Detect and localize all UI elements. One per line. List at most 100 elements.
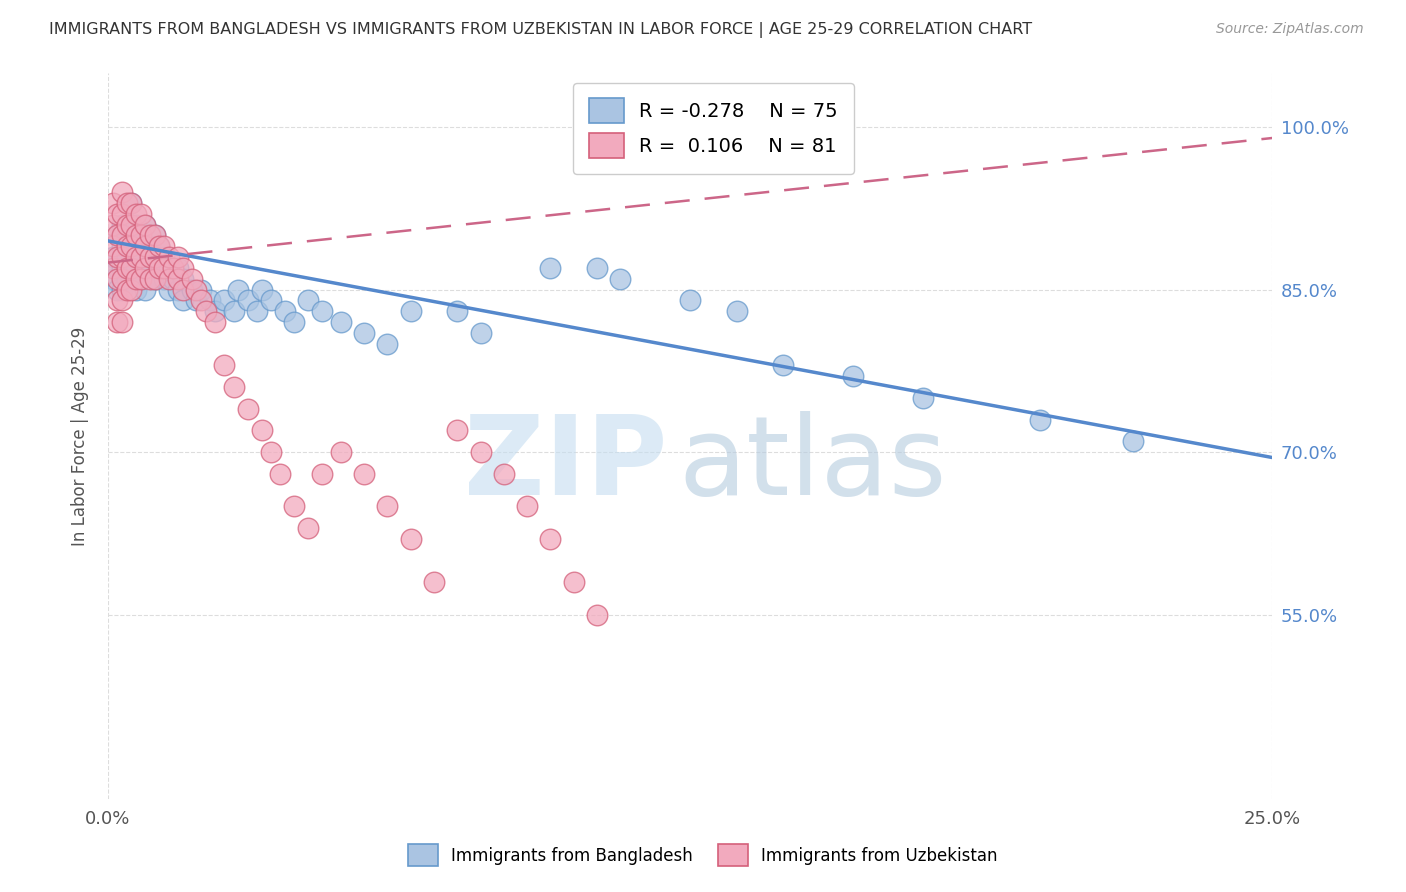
- Point: [134, 260, 156, 275]
- Point: [125, 250, 148, 264]
- Point: [269, 467, 291, 481]
- Point: [111, 315, 134, 329]
- Point: [283, 500, 305, 514]
- Point: [111, 185, 134, 199]
- Point: [120, 272, 142, 286]
- Point: [260, 293, 283, 308]
- Point: [134, 239, 156, 253]
- Point: [214, 293, 236, 308]
- Point: [157, 272, 180, 286]
- Point: [172, 260, 194, 275]
- Point: [143, 250, 166, 264]
- Point: [125, 283, 148, 297]
- Point: [399, 532, 422, 546]
- Point: [516, 500, 538, 514]
- Point: [125, 207, 148, 221]
- Point: [101, 218, 124, 232]
- Point: [311, 304, 333, 318]
- Point: [153, 260, 176, 275]
- Point: [115, 250, 138, 264]
- Point: [167, 250, 190, 264]
- Point: [842, 369, 865, 384]
- Text: Source: ZipAtlas.com: Source: ZipAtlas.com: [1216, 22, 1364, 37]
- Point: [105, 293, 128, 308]
- Point: [111, 207, 134, 221]
- Point: [423, 575, 446, 590]
- Point: [1122, 434, 1144, 449]
- Point: [679, 293, 702, 308]
- Point: [260, 445, 283, 459]
- Point: [120, 196, 142, 211]
- Point: [129, 207, 152, 221]
- Point: [129, 272, 152, 286]
- Point: [105, 315, 128, 329]
- Point: [115, 218, 138, 232]
- Point: [101, 250, 124, 264]
- Point: [470, 326, 492, 340]
- Point: [101, 272, 124, 286]
- Point: [143, 272, 166, 286]
- Point: [283, 315, 305, 329]
- Point: [204, 304, 226, 318]
- Point: [115, 260, 138, 275]
- Point: [562, 575, 585, 590]
- Point: [200, 293, 222, 308]
- Point: [115, 196, 138, 211]
- Point: [111, 239, 134, 253]
- Point: [172, 272, 194, 286]
- Point: [274, 304, 297, 318]
- Point: [250, 283, 273, 297]
- Point: [297, 293, 319, 308]
- Point: [143, 250, 166, 264]
- Point: [105, 272, 128, 286]
- Point: [157, 283, 180, 297]
- Point: [609, 272, 631, 286]
- Point: [120, 228, 142, 243]
- Point: [540, 532, 562, 546]
- Point: [214, 359, 236, 373]
- Point: [115, 283, 138, 297]
- Point: [353, 467, 375, 481]
- Point: [120, 196, 142, 211]
- Point: [329, 445, 352, 459]
- Point: [134, 218, 156, 232]
- Point: [540, 260, 562, 275]
- Point: [167, 260, 190, 275]
- Point: [236, 293, 259, 308]
- Point: [120, 250, 142, 264]
- Point: [129, 250, 152, 264]
- Point: [250, 424, 273, 438]
- Point: [105, 207, 128, 221]
- Point: [129, 228, 152, 243]
- Point: [105, 228, 128, 243]
- Point: [470, 445, 492, 459]
- Y-axis label: In Labor Force | Age 25-29: In Labor Force | Age 25-29: [72, 326, 89, 546]
- Text: ZIP: ZIP: [464, 411, 666, 518]
- Point: [134, 283, 156, 297]
- Point: [120, 239, 142, 253]
- Point: [228, 283, 250, 297]
- Point: [134, 260, 156, 275]
- Point: [139, 272, 162, 286]
- Text: IMMIGRANTS FROM BANGLADESH VS IMMIGRANTS FROM UZBEKISTAN IN LABOR FORCE | AGE 25: IMMIGRANTS FROM BANGLADESH VS IMMIGRANTS…: [49, 22, 1032, 38]
- Point: [311, 467, 333, 481]
- Point: [143, 272, 166, 286]
- Point: [105, 228, 128, 243]
- Point: [105, 250, 128, 264]
- Point: [105, 260, 128, 275]
- Point: [772, 359, 794, 373]
- Point: [101, 196, 124, 211]
- Point: [148, 239, 170, 253]
- Point: [162, 260, 184, 275]
- Point: [120, 260, 142, 275]
- Text: atlas: atlas: [679, 411, 948, 518]
- Point: [125, 218, 148, 232]
- Point: [148, 260, 170, 275]
- Point: [120, 283, 142, 297]
- Point: [139, 228, 162, 243]
- Point: [186, 283, 208, 297]
- Point: [204, 315, 226, 329]
- Point: [129, 228, 152, 243]
- Point: [157, 260, 180, 275]
- Point: [143, 228, 166, 243]
